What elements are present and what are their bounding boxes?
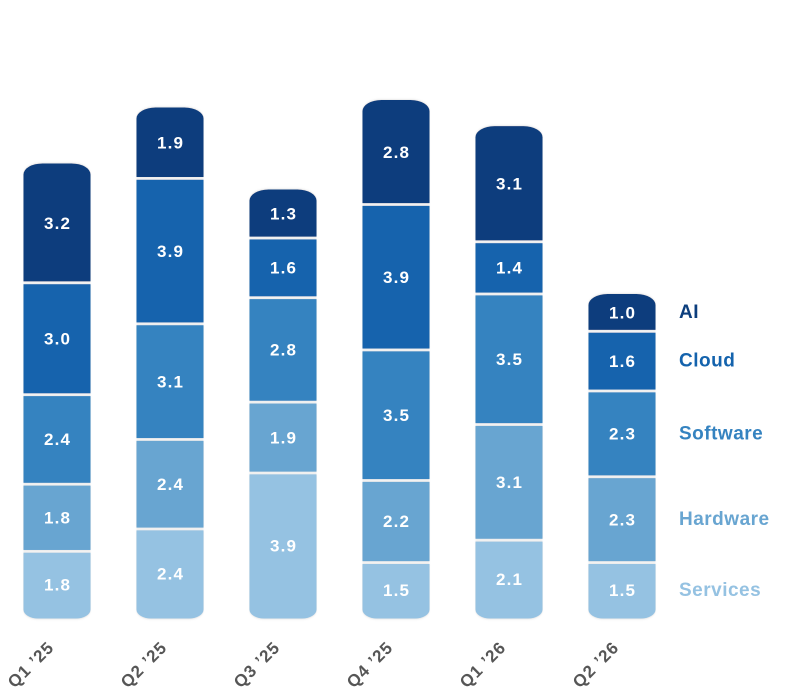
svg-text:1.4: 1.4	[496, 259, 523, 278]
svg-text:2.4: 2.4	[44, 430, 71, 449]
svg-text:1.5: 1.5	[609, 581, 636, 600]
svg-text:Cloud: Cloud	[679, 351, 735, 372]
svg-text:2.3: 2.3	[609, 510, 636, 529]
svg-text:1.8: 1.8	[44, 576, 71, 595]
svg-text:Q1 ’25: Q1 ’25	[4, 638, 58, 692]
svg-text:Q2 ’25: Q2 ’25	[117, 638, 171, 692]
svg-text:AI: AI	[679, 302, 699, 323]
svg-text:Services: Services	[679, 580, 761, 601]
svg-text:1.6: 1.6	[609, 352, 636, 371]
svg-text:Q1 ’26: Q1 ’26	[456, 638, 510, 692]
svg-text:1.5: 1.5	[383, 581, 410, 600]
svg-text:2.4: 2.4	[157, 564, 184, 583]
svg-text:3.1: 3.1	[157, 372, 184, 391]
svg-text:Hardware: Hardware	[679, 509, 770, 530]
svg-text:3.1: 3.1	[496, 473, 523, 492]
svg-text:3.0: 3.0	[44, 329, 71, 348]
svg-text:2.1: 2.1	[496, 570, 523, 589]
svg-text:1.6: 1.6	[270, 259, 297, 278]
svg-text:Q3 ’25: Q3 ’25	[230, 638, 284, 692]
svg-text:3.9: 3.9	[157, 242, 184, 261]
svg-text:1.3: 1.3	[270, 205, 297, 224]
svg-text:3.5: 3.5	[496, 350, 523, 369]
svg-text:2.8: 2.8	[270, 341, 297, 360]
svg-text:3.9: 3.9	[383, 268, 410, 287]
svg-text:2.4: 2.4	[157, 475, 184, 494]
svg-text:2.3: 2.3	[609, 425, 636, 444]
svg-text:Software: Software	[679, 423, 763, 444]
svg-text:2.8: 2.8	[383, 143, 410, 162]
svg-text:Q4 ’25: Q4 ’25	[343, 638, 397, 692]
svg-text:1.9: 1.9	[270, 428, 297, 447]
svg-text:2.2: 2.2	[383, 512, 410, 531]
svg-text:3.9: 3.9	[270, 536, 297, 555]
svg-text:1.9: 1.9	[157, 134, 184, 153]
svg-text:1.0: 1.0	[609, 303, 636, 322]
svg-text:3.2: 3.2	[44, 214, 71, 233]
svg-text:1.8: 1.8	[44, 508, 71, 527]
svg-text:3.1: 3.1	[496, 175, 523, 194]
svg-text:3.5: 3.5	[383, 406, 410, 425]
svg-text:Q2 ’26: Q2 ’26	[569, 638, 623, 692]
